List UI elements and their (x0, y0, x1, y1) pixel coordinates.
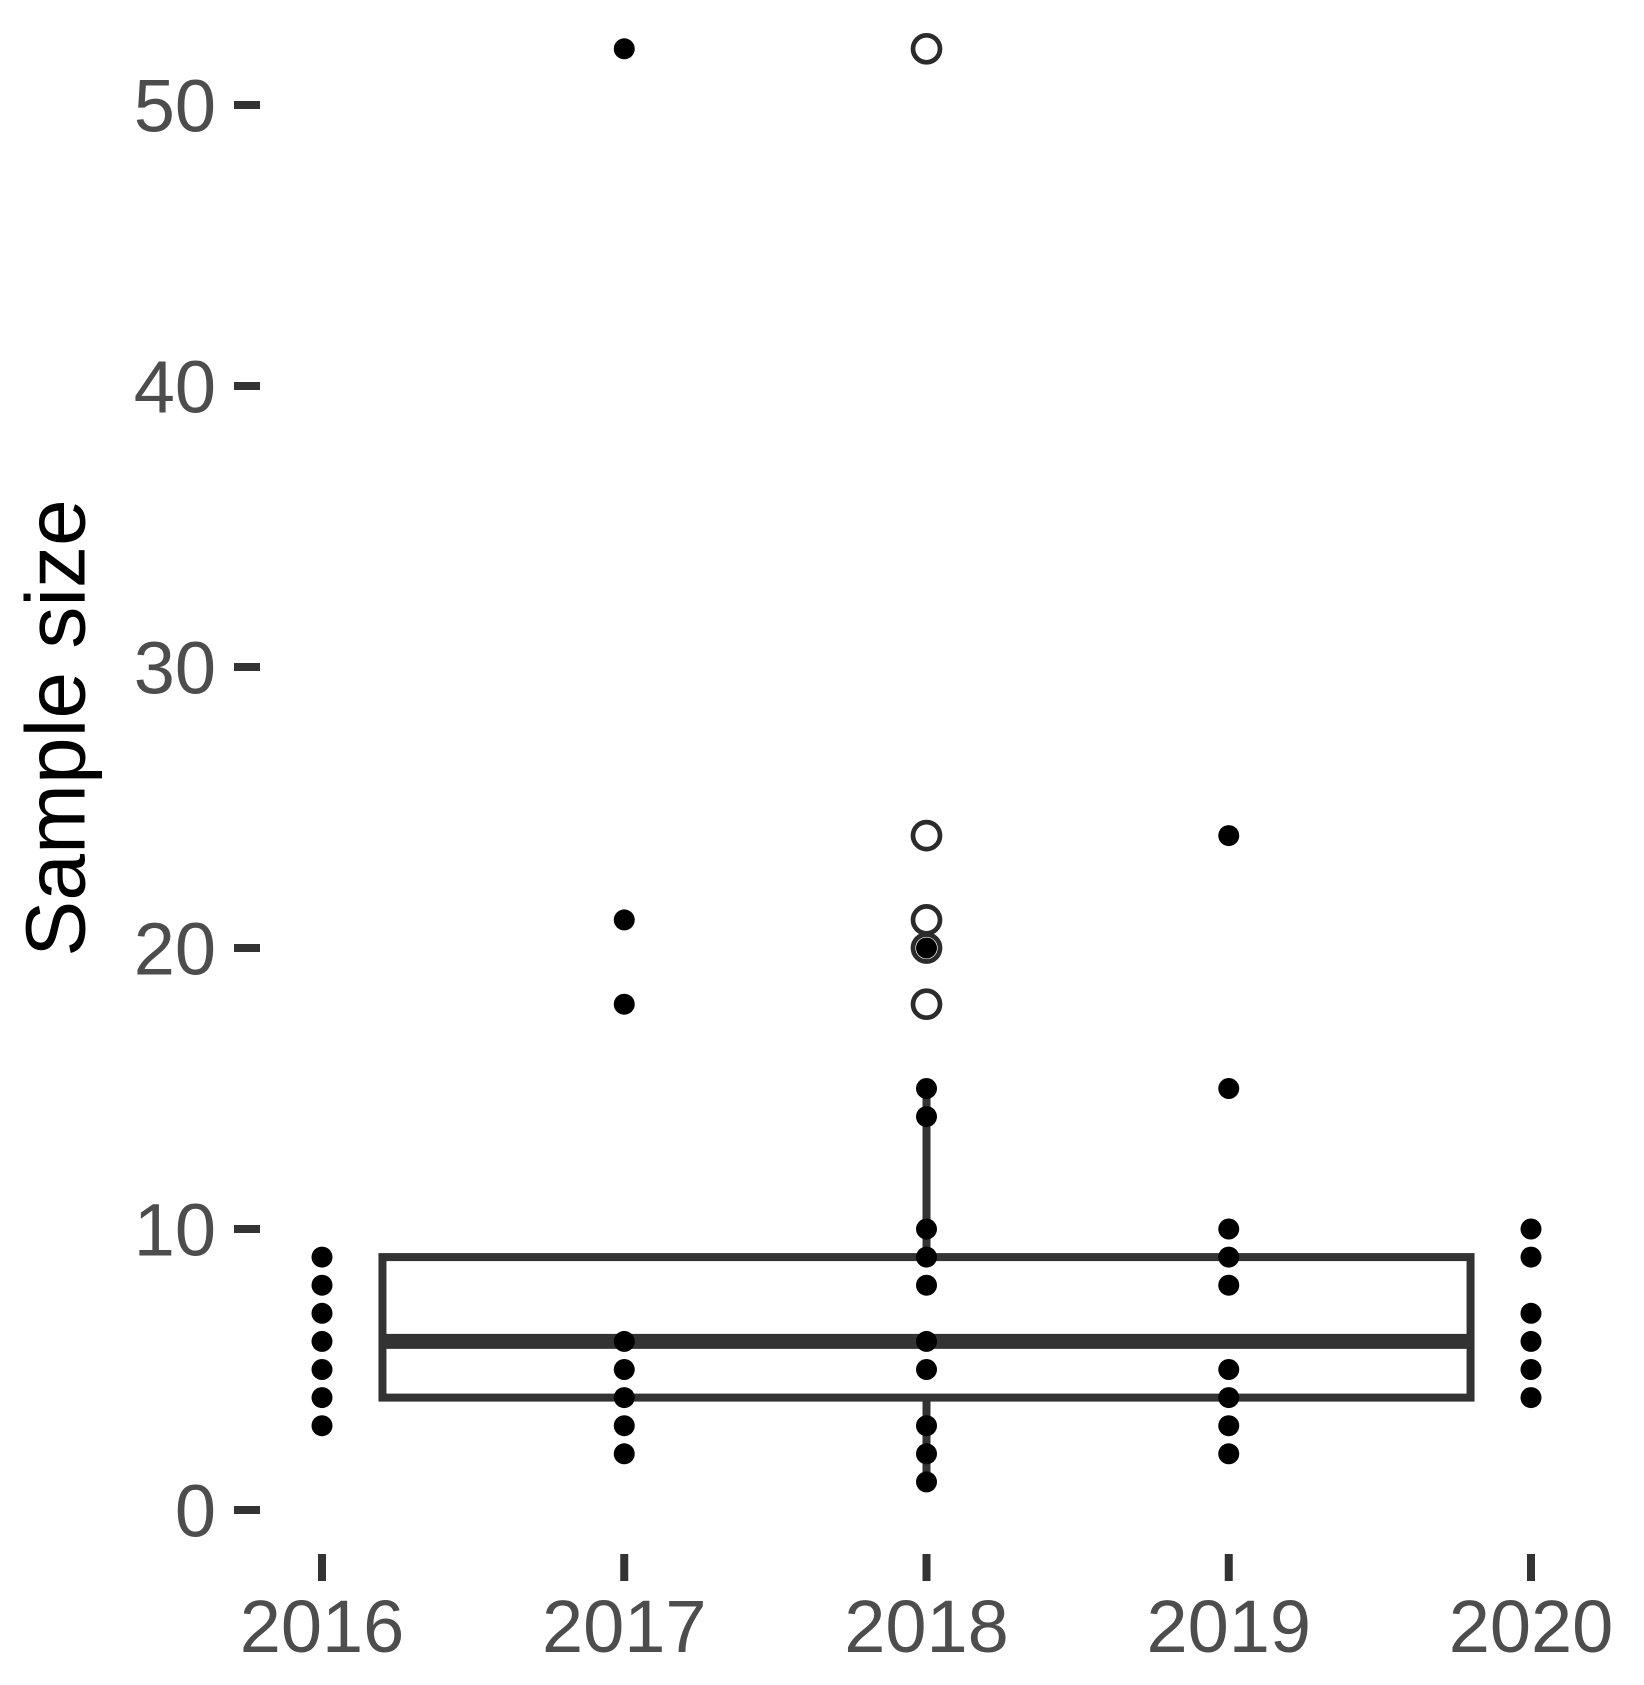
x-axis-tick-label: 2018 (844, 1585, 1009, 1668)
data-point (1520, 1246, 1542, 1268)
data-point (613, 1415, 635, 1437)
data-point (1520, 1218, 1542, 1240)
data-point (613, 993, 635, 1015)
data-point (311, 1415, 333, 1437)
data-point (1520, 1330, 1542, 1352)
outlier-point (910, 32, 943, 65)
y-axis-tick-label: 0 (175, 1469, 216, 1552)
data-point (916, 1471, 937, 1493)
outlier-point (910, 819, 943, 852)
data-point (1520, 1387, 1542, 1409)
y-axis-tick-label: 40 (134, 345, 216, 428)
data-point (311, 1387, 333, 1409)
x-axis-tick-label: 2017 (542, 1585, 707, 1668)
data-point (311, 1302, 333, 1324)
data-point (916, 1330, 937, 1352)
outlier-point (910, 904, 943, 936)
data-point (1218, 1078, 1240, 1099)
data-point (1218, 1218, 1240, 1240)
data-point (613, 1443, 635, 1465)
x-axis-tick-label: 2016 (240, 1585, 405, 1668)
data-point (1520, 1302, 1542, 1324)
data-point (1218, 1359, 1240, 1380)
data-point (916, 1415, 937, 1437)
data-point (613, 1387, 635, 1409)
data-point (613, 1330, 635, 1352)
data-point (1218, 1415, 1240, 1437)
data-point (1218, 1443, 1240, 1465)
data-point (916, 1443, 937, 1465)
y-axis-tick-label: 50 (134, 64, 216, 147)
data-point (311, 1246, 333, 1268)
data-point (1520, 1359, 1542, 1380)
data-point (311, 1274, 333, 1296)
data-point (311, 1330, 333, 1352)
x-axis-tick-label: 2019 (1146, 1585, 1311, 1668)
outlier-point (910, 988, 943, 1021)
y-axis-tick-label: 30 (134, 626, 216, 709)
data-point (1218, 1246, 1240, 1268)
data-point (916, 1246, 937, 1268)
data-point (916, 1106, 937, 1128)
data-point (916, 1274, 937, 1296)
data-point (613, 38, 635, 60)
data-point (916, 1218, 937, 1240)
data-point (916, 1359, 937, 1380)
data-point (1218, 825, 1240, 847)
data-point (613, 1359, 635, 1380)
data-point (311, 1359, 333, 1380)
data-point (916, 937, 937, 959)
data-point (613, 909, 635, 931)
y-axis-tick-label: 10 (134, 1188, 216, 1271)
y-axis-tick-label: 20 (134, 907, 216, 990)
data-point (916, 1078, 937, 1099)
x-axis-tick-label: 2020 (1449, 1585, 1614, 1668)
data-point (1218, 1274, 1240, 1296)
data-point (1218, 1387, 1240, 1409)
